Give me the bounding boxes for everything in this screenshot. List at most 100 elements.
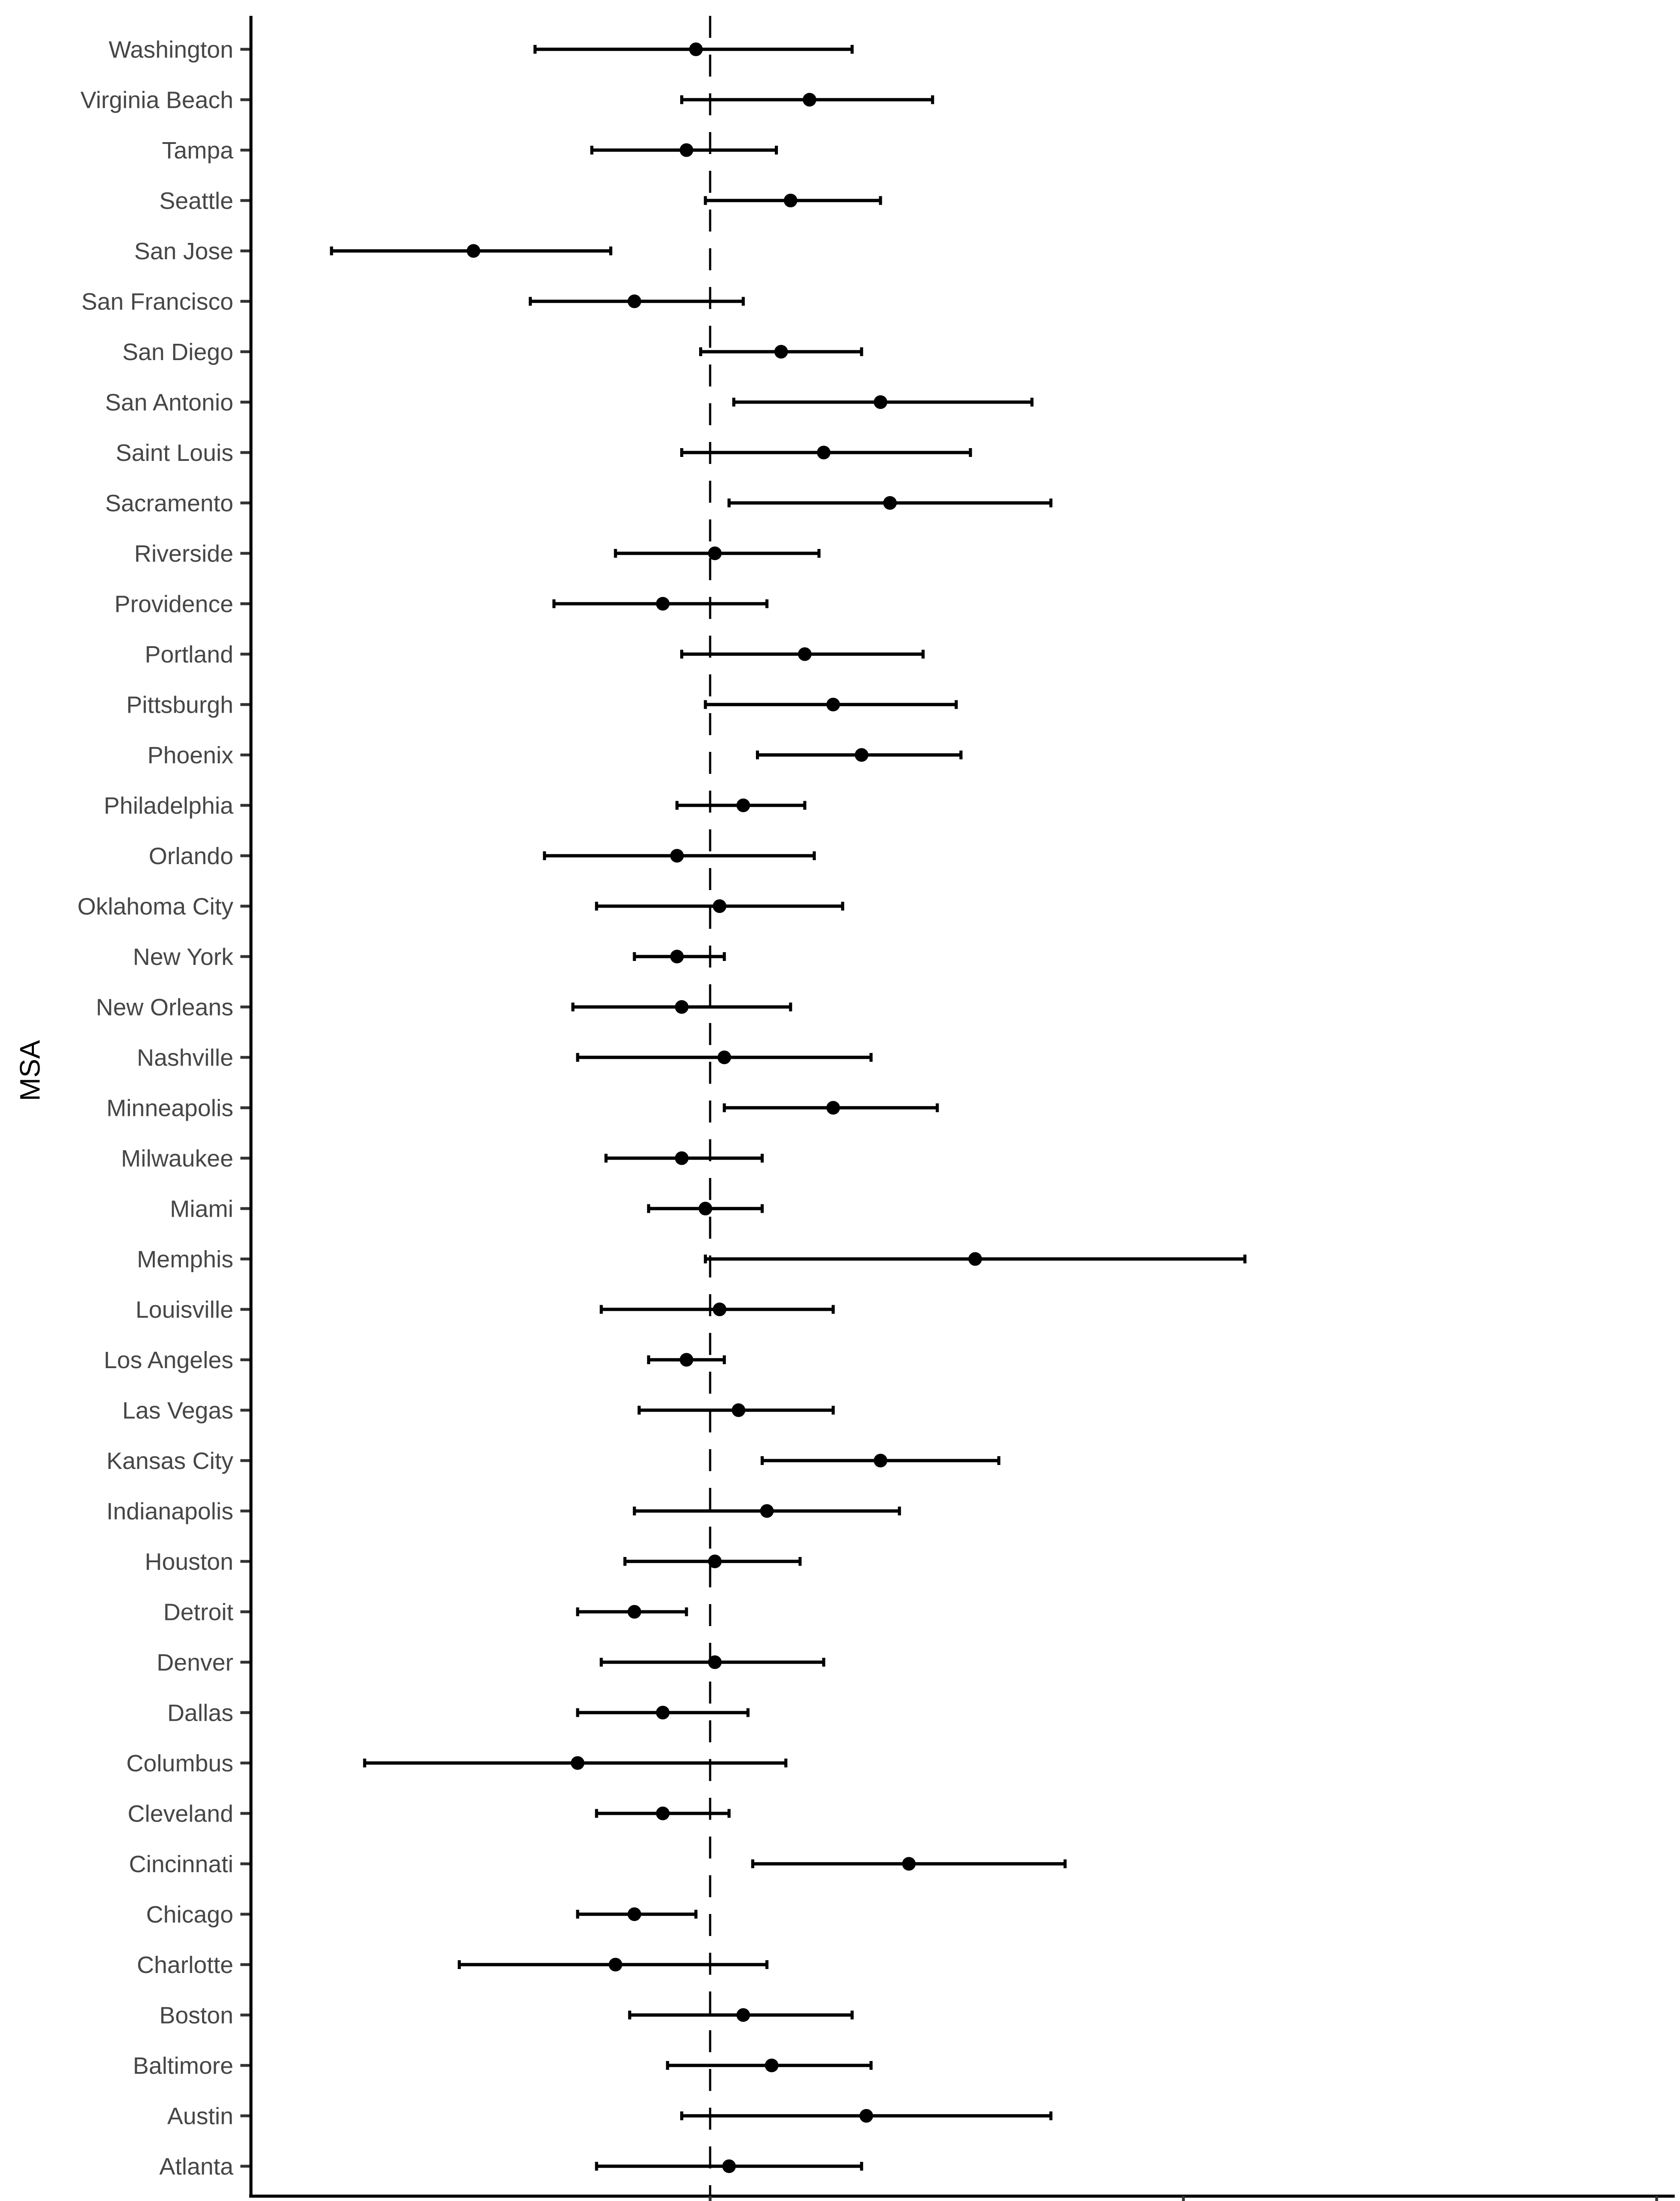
- forest-row: Louisville: [136, 1297, 835, 1323]
- point-estimate-marker: [713, 899, 726, 913]
- forest-row: Washington: [109, 37, 854, 63]
- point-estimate-marker: [627, 294, 641, 308]
- point-estimate-marker: [774, 345, 788, 359]
- forest-row: Riverside: [134, 541, 821, 567]
- forest-row: Los Angeles: [104, 1347, 726, 1373]
- forest-row: Dallas: [167, 1700, 750, 1726]
- point-estimate-marker: [675, 1000, 689, 1014]
- forest-row: San Jose: [134, 238, 612, 265]
- forest-row: San Francisco: [81, 289, 745, 315]
- forest-row: Nashville: [137, 1045, 873, 1071]
- city-label: Seattle: [159, 188, 233, 214]
- forest-row: Virginia Beach: [81, 87, 934, 114]
- point-estimate-marker: [855, 748, 869, 762]
- point-estimate-marker: [656, 1807, 670, 1820]
- city-label: Milwaukee: [121, 1145, 233, 1172]
- forest-row: Philadelphia: [104, 793, 807, 819]
- city-label: Nashville: [137, 1045, 233, 1071]
- point-estimate-marker: [708, 1655, 722, 1669]
- city-label: Oklahoma City: [77, 894, 233, 920]
- point-estimate-marker: [708, 1554, 722, 1568]
- city-label: Washington: [109, 37, 233, 63]
- city-label: San Antonio: [105, 390, 233, 416]
- forest-row: New York: [133, 944, 726, 970]
- forest-row: Columbus: [126, 1750, 788, 1777]
- forest-row: New Orleans: [96, 994, 792, 1021]
- point-estimate-marker: [627, 1907, 641, 1921]
- point-estimate-marker: [968, 1252, 982, 1266]
- city-label: Miami: [170, 1196, 233, 1222]
- city-label: Memphis: [137, 1246, 233, 1273]
- point-estimate-marker: [656, 1706, 670, 1719]
- forest-row: Orlando: [149, 843, 816, 869]
- point-estimate-marker: [732, 1403, 745, 1417]
- forest-row: Kansas City: [107, 1448, 1001, 1474]
- forest-row: Milwaukee: [121, 1145, 764, 1172]
- point-estimate-marker: [736, 2008, 750, 2022]
- point-estimate-marker: [760, 1504, 774, 1518]
- point-estimate-marker: [608, 1958, 623, 1972]
- point-estimate-marker: [817, 445, 831, 460]
- city-label: Dallas: [167, 1700, 233, 1726]
- forest-row: Houston: [145, 1549, 802, 1575]
- point-estimate-marker: [826, 1101, 840, 1115]
- forest-row: Indianapolis: [107, 1498, 901, 1525]
- point-estimate-marker: [571, 1756, 585, 1770]
- city-label: Portland: [145, 641, 233, 668]
- city-label: San Francisco: [81, 289, 233, 315]
- city-label: Charlotte: [137, 1952, 233, 1978]
- city-label: Philadelphia: [104, 793, 234, 819]
- forest-row: Charlotte: [137, 1952, 769, 1978]
- city-label: Las Vegas: [122, 1398, 233, 1424]
- point-estimate-marker: [689, 42, 703, 56]
- forest-row: Providence: [114, 591, 769, 618]
- point-estimate-marker: [679, 1353, 693, 1367]
- point-estimate-marker: [713, 1303, 726, 1316]
- city-label: Saint Louis: [116, 440, 233, 466]
- city-label: Virginia Beach: [81, 87, 233, 114]
- city-label: Tampa: [162, 137, 234, 164]
- city-label: Riverside: [134, 541, 233, 567]
- point-estimate-marker: [765, 2058, 779, 2072]
- point-estimate-marker: [467, 244, 480, 258]
- forest-row: Baltimore: [133, 2053, 873, 2079]
- city-label: Baltimore: [133, 2053, 233, 2079]
- point-estimate-marker: [883, 496, 897, 510]
- forest-row: Tampa: [162, 137, 778, 164]
- forest-row: Boston: [159, 2002, 854, 2029]
- city-label: Chicago: [146, 1902, 233, 1928]
- forest-row: San Antonio: [105, 390, 1034, 416]
- forest-row: Saint Louis: [116, 440, 972, 466]
- forest-row: Las Vegas: [122, 1398, 835, 1424]
- city-label: Los Angeles: [104, 1347, 233, 1373]
- forest-row: Atlanta: [159, 2153, 863, 2180]
- city-label: Cleveland: [128, 1801, 233, 1827]
- forest-row: Oklahoma City: [77, 894, 844, 920]
- city-label: Detroit: [163, 1599, 233, 1626]
- city-label: Austin: [167, 2103, 233, 2130]
- city-label: New York: [133, 944, 234, 970]
- forest-row: Denver: [157, 1649, 825, 1676]
- point-estimate-marker: [873, 1454, 888, 1468]
- city-label: Boston: [159, 2002, 233, 2029]
- city-label: Denver: [157, 1649, 233, 1676]
- city-label: Indianapolis: [107, 1498, 233, 1525]
- point-estimate-marker: [708, 546, 722, 560]
- point-estimate-marker: [656, 597, 670, 611]
- forest-row: Cincinnati: [129, 1851, 1067, 1877]
- point-estimate-marker: [679, 143, 693, 157]
- point-estimate-marker: [826, 698, 840, 711]
- city-label: Minneapolis: [107, 1095, 233, 1122]
- forest-row: Seattle: [159, 188, 882, 214]
- point-estimate-marker: [803, 93, 817, 107]
- point-estimate-marker: [717, 1050, 731, 1064]
- point-estimate-marker: [670, 950, 684, 964]
- point-estimate-marker: [784, 194, 798, 207]
- city-label: New Orleans: [96, 994, 233, 1021]
- point-estimate-marker: [675, 1151, 689, 1165]
- forest-row: Detroit: [163, 1599, 688, 1626]
- point-estimate-marker: [798, 647, 812, 661]
- forest-row: Cleveland: [128, 1801, 731, 1827]
- city-label: Phoenix: [147, 742, 233, 769]
- point-estimate-marker: [627, 1605, 641, 1619]
